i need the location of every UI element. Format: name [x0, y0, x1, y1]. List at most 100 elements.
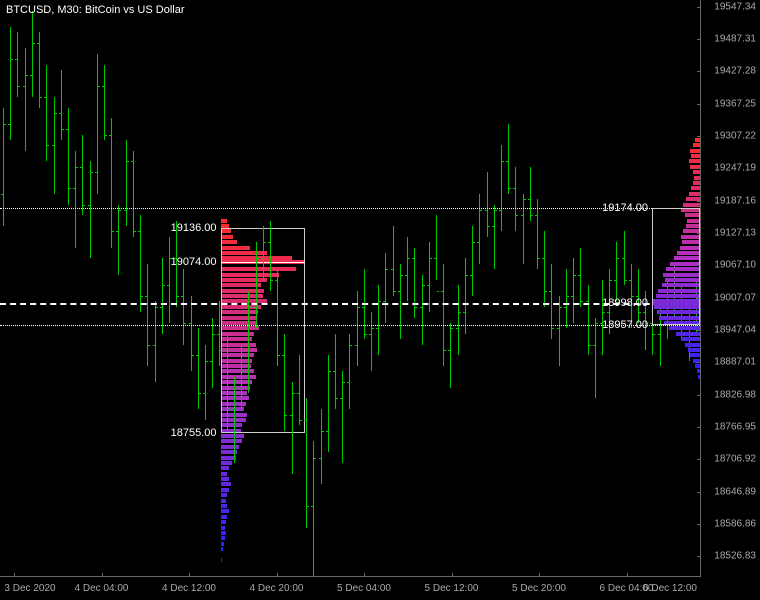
- y-tick-label: 19067.10: [714, 260, 756, 271]
- y-tick-mark: [697, 265, 701, 266]
- y-tick-mark: [697, 201, 701, 202]
- profile-row: [221, 445, 239, 449]
- profile-row: [687, 219, 700, 223]
- y-tick-mark: [697, 362, 701, 363]
- profile-row: [690, 149, 700, 153]
- x-tick-mark: [189, 573, 190, 577]
- profile-row: [688, 348, 700, 352]
- x-tick-label: 5 Dec 04:00: [337, 583, 391, 594]
- profile-row: [221, 526, 225, 530]
- y-tick-label: 19547.34: [714, 1, 756, 12]
- y-tick-mark: [697, 298, 701, 299]
- price-label: 18998.00: [602, 297, 648, 309]
- y-tick-mark: [697, 556, 701, 557]
- profile-row: [693, 143, 700, 147]
- horizontal-line: [0, 325, 700, 326]
- profile-row: [663, 273, 700, 277]
- y-tick-mark: [697, 233, 701, 234]
- profile-row: [682, 240, 700, 244]
- profile-row: [690, 353, 700, 357]
- profile-row: [221, 515, 228, 519]
- profile-row: [691, 154, 700, 158]
- y-tick-label: 19187.16: [714, 195, 756, 206]
- profile-row: [221, 229, 231, 233]
- x-tick-mark: [452, 573, 453, 577]
- x-tick-mark: [700, 573, 701, 577]
- horizontal-line: [0, 208, 700, 209]
- plot-area[interactable]: 19136.0019074.0018755.0019174.0018998.00…: [0, 0, 700, 576]
- profile-row: [681, 208, 700, 212]
- profile-row: [221, 310, 259, 314]
- profile-row: [221, 499, 226, 503]
- profile-row: [221, 423, 243, 427]
- profile-row: [656, 294, 700, 298]
- profile-row: [689, 159, 700, 163]
- profile-row: [665, 278, 700, 282]
- x-tick-mark: [102, 573, 103, 577]
- x-tick-mark: [277, 573, 278, 577]
- profile-row: [680, 246, 700, 250]
- profile-row: [670, 262, 700, 266]
- profile-row: [658, 289, 700, 293]
- y-tick-label: 19247.19: [714, 163, 756, 174]
- y-tick-label: 18586.86: [714, 518, 756, 529]
- y-tick-mark: [697, 71, 701, 72]
- price-label: 18957.00: [602, 319, 648, 331]
- profile-row: [221, 240, 238, 244]
- profile-row: [669, 326, 700, 330]
- profile-row: [657, 310, 700, 314]
- profile-row: [221, 439, 243, 443]
- profile-row: [221, 434, 245, 438]
- price-label: 19174.00: [602, 202, 648, 214]
- profile-row: [685, 343, 700, 347]
- x-tick-mark: [627, 573, 628, 577]
- profile-row: [662, 283, 700, 287]
- y-tick-mark: [697, 104, 701, 105]
- y-tick-mark: [697, 395, 701, 396]
- x-tick-label: 3 Dec 2020: [4, 583, 55, 594]
- profile-row: [689, 192, 700, 196]
- y-tick-label: 19487.31: [714, 34, 756, 45]
- profile-row: [221, 477, 229, 481]
- profile-row: [221, 235, 234, 239]
- profile-row: [221, 316, 256, 320]
- y-tick-label: 18646.89: [714, 486, 756, 497]
- y-tick-label: 18826.98: [714, 389, 756, 400]
- y-tick-mark: [697, 492, 701, 493]
- profile-row: [221, 531, 226, 535]
- profile-row: [221, 267, 297, 271]
- y-tick-label: 19127.13: [714, 228, 756, 239]
- x-tick-label: 4 Dec 04:00: [75, 583, 129, 594]
- profile-row: [681, 337, 700, 341]
- y-tick-mark: [697, 459, 701, 460]
- profile-row: [693, 170, 700, 174]
- x-tick-label: 6 Dec 12:00: [643, 583, 697, 594]
- y-tick-mark: [697, 427, 701, 428]
- chart-container[interactable]: BTCUSD, M30: BitCoin vs US Dollar 19136.…: [0, 0, 760, 600]
- profile-row: [221, 289, 265, 293]
- x-tick-mark: [14, 573, 15, 577]
- y-tick-mark: [697, 168, 701, 169]
- y-tick-label: 18887.01: [714, 357, 756, 368]
- profile-row: [221, 251, 267, 255]
- x-tick-mark: [364, 573, 365, 577]
- price-label: 19074.00: [171, 256, 217, 268]
- profile-row: [221, 547, 224, 551]
- y-tick-label: 18766.95: [714, 421, 756, 432]
- profile-row: [221, 536, 225, 540]
- price-label: 18755.00: [171, 427, 217, 439]
- profile-row: [676, 332, 700, 336]
- profile-row: [681, 235, 700, 239]
- profile-row: [221, 224, 229, 228]
- y-tick-label: 19367.25: [714, 98, 756, 109]
- profile-row: [693, 181, 700, 185]
- profile-row: [685, 213, 700, 217]
- x-tick-label: 5 Dec 12:00: [425, 583, 479, 594]
- profile-row: [664, 321, 700, 325]
- profile-row: [221, 472, 228, 476]
- y-axis: 19547.3419487.3119427.2819367.2519307.22…: [700, 0, 760, 576]
- profile-row: [221, 326, 260, 330]
- profile-row: [221, 542, 224, 546]
- y-tick-label: 19307.22: [714, 131, 756, 142]
- profile-row: [221, 482, 231, 486]
